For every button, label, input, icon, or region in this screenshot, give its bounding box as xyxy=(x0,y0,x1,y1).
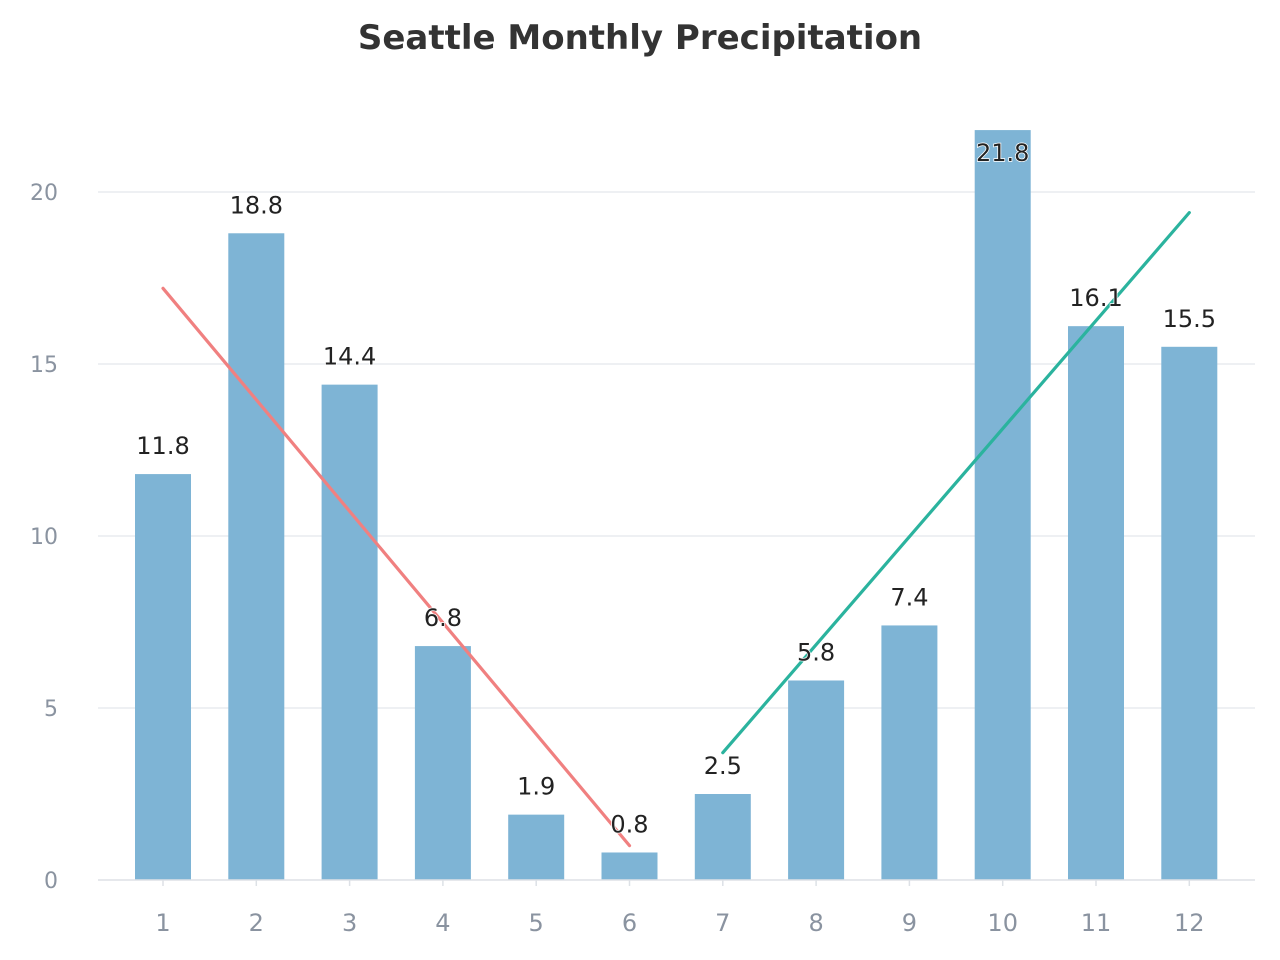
bar xyxy=(1161,346,1218,880)
x-tick-label: 9 xyxy=(902,909,917,937)
bar xyxy=(508,814,565,880)
x-tick-label: 10 xyxy=(987,909,1018,937)
bar xyxy=(1068,326,1124,880)
bar xyxy=(788,680,845,880)
y-tick-label: 0 xyxy=(44,869,58,894)
x-tick-label: 12 xyxy=(1174,909,1205,937)
trend-line xyxy=(161,286,632,848)
bar xyxy=(601,852,658,880)
trend-line xyxy=(721,211,1191,755)
data-label: 0.8 xyxy=(610,810,648,838)
x-tick-label: 8 xyxy=(808,909,823,937)
x-tick-label: 11 xyxy=(1081,909,1112,937)
data-label: 6.8 xyxy=(424,604,462,632)
bar xyxy=(414,646,471,880)
x-tick-label: 7 xyxy=(715,909,730,937)
data-label: 18.8 xyxy=(230,191,283,219)
x-tick-label: 3 xyxy=(342,909,357,937)
bar xyxy=(881,625,938,880)
x-tick-label: 2 xyxy=(249,909,264,937)
data-label: 16.1 xyxy=(1069,284,1122,312)
bar-layer xyxy=(135,130,1218,880)
y-tick-label: 10 xyxy=(30,525,58,550)
x-tick-label: 1 xyxy=(155,909,170,937)
data-label: 15.5 xyxy=(1163,305,1216,333)
data-label: 11.8 xyxy=(136,432,189,460)
bar xyxy=(321,384,378,880)
x-tick-label: 6 xyxy=(622,909,637,937)
x-tick-label: 5 xyxy=(529,909,544,937)
data-label: 14.4 xyxy=(323,343,376,371)
data-label-layer: 11.8 18.8 14.4 6.8 1.9 0.8 2.5 5.8 7.4 21.8 16.1 15… xyxy=(136,138,1217,839)
chart-title: Seattle Monthly Precipitation xyxy=(357,18,923,58)
data-label: 5.8 xyxy=(797,638,835,666)
bar xyxy=(228,233,285,880)
data-label: 21.8 xyxy=(976,139,1029,167)
trend-line-layer xyxy=(161,211,1191,848)
grid-layer xyxy=(98,191,1255,709)
bar xyxy=(694,794,751,880)
data-label: 7.4 xyxy=(890,583,928,611)
y-tick-label: 20 xyxy=(30,181,58,206)
bar xyxy=(135,474,191,880)
data-label: 2.5 xyxy=(704,752,742,780)
y-tick-label: 15 xyxy=(30,353,58,378)
x-tick-label: 4 xyxy=(435,909,450,937)
data-label: 1.9 xyxy=(517,773,555,801)
bar xyxy=(974,130,1031,880)
y-tick-label: 5 xyxy=(44,697,58,722)
